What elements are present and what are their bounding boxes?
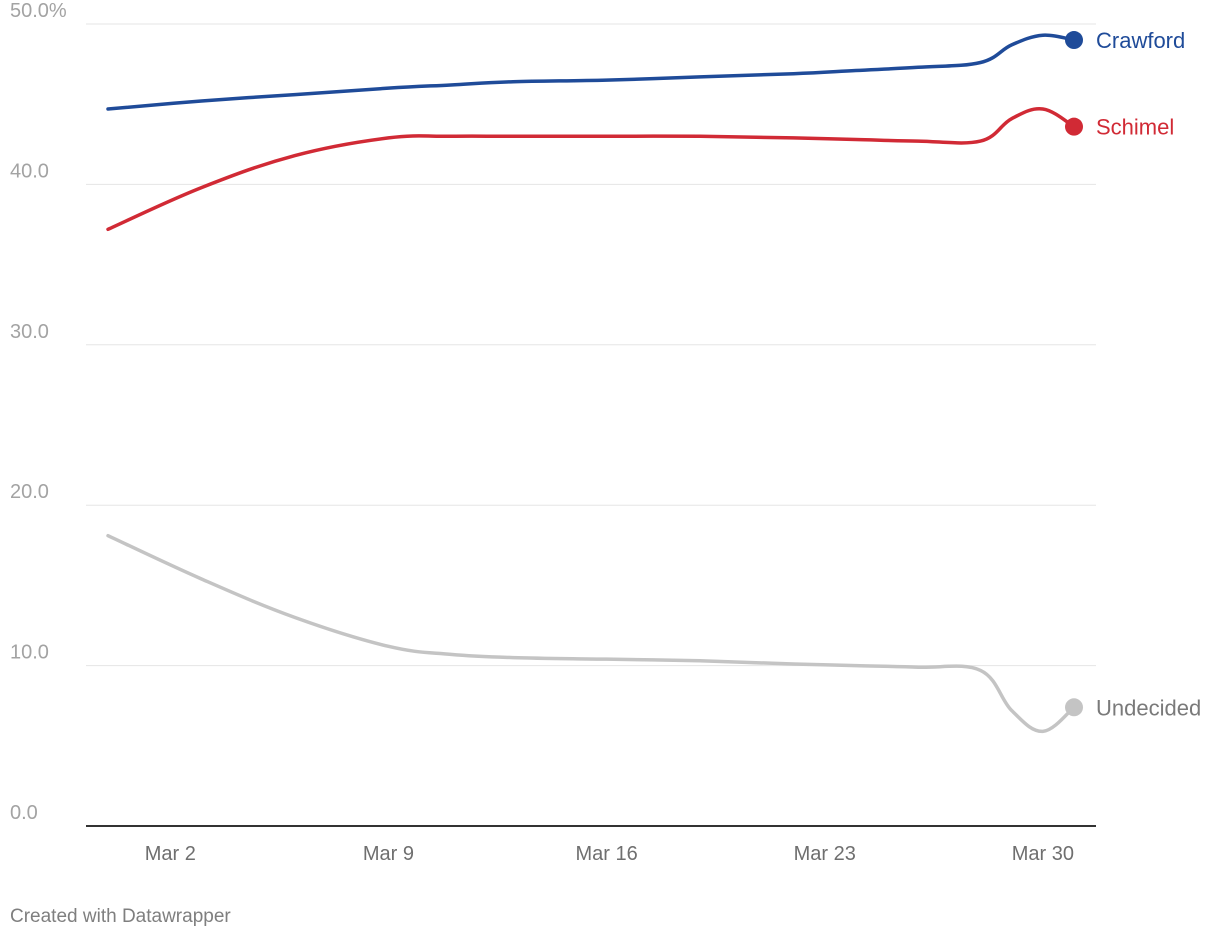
x-tick-label-mar-2: Mar 2: [145, 843, 196, 865]
y-tick-label-0-0: 0.0: [10, 802, 38, 824]
series-end-labels: Crawford Schimel Undecided: [1096, 28, 1201, 720]
y-tick-label-20-0: 20.0: [10, 481, 49, 503]
x-tick-label-mar-23: Mar 23: [794, 843, 856, 865]
series-group: [106, 31, 1083, 734]
y-tick-label-10-0: 10.0: [10, 642, 49, 664]
credit-footer: Created with Datawrapper: [10, 906, 231, 927]
x-tick-label-mar-16: Mar 16: [575, 843, 637, 865]
x-axis-ticks: Mar 2 Mar 9 Mar 16 Mar 23 Mar 30: [145, 843, 1074, 865]
y-axis-ticks: 0.0 10.0 20.0 30.0 40.0 50.0%: [10, 0, 67, 824]
series-end-point-crawford: [1065, 31, 1083, 50]
series-line-undecided: [106, 533, 1076, 734]
series-label-crawford: Crawford: [1096, 28, 1185, 53]
x-tick-label-mar-9: Mar 9: [363, 843, 414, 865]
y-tick-label-30-0: 30.0: [10, 321, 49, 343]
x-tick-label-mar-30: Mar 30: [1012, 843, 1074, 865]
series-label-undecided: Undecided: [1096, 695, 1201, 720]
y-tick-label-40-0: 40.0: [10, 160, 49, 182]
series-end-point-undecided: [1065, 698, 1083, 717]
series-label-schimel: Schimel: [1096, 115, 1174, 140]
series-line-schimel: [106, 107, 1076, 232]
y-tick-label-50-0: 50.0%: [10, 0, 67, 22]
gridlines: [86, 23, 1096, 667]
series-line-crawford: [106, 33, 1076, 111]
series-end-point-schimel: [1065, 117, 1083, 136]
